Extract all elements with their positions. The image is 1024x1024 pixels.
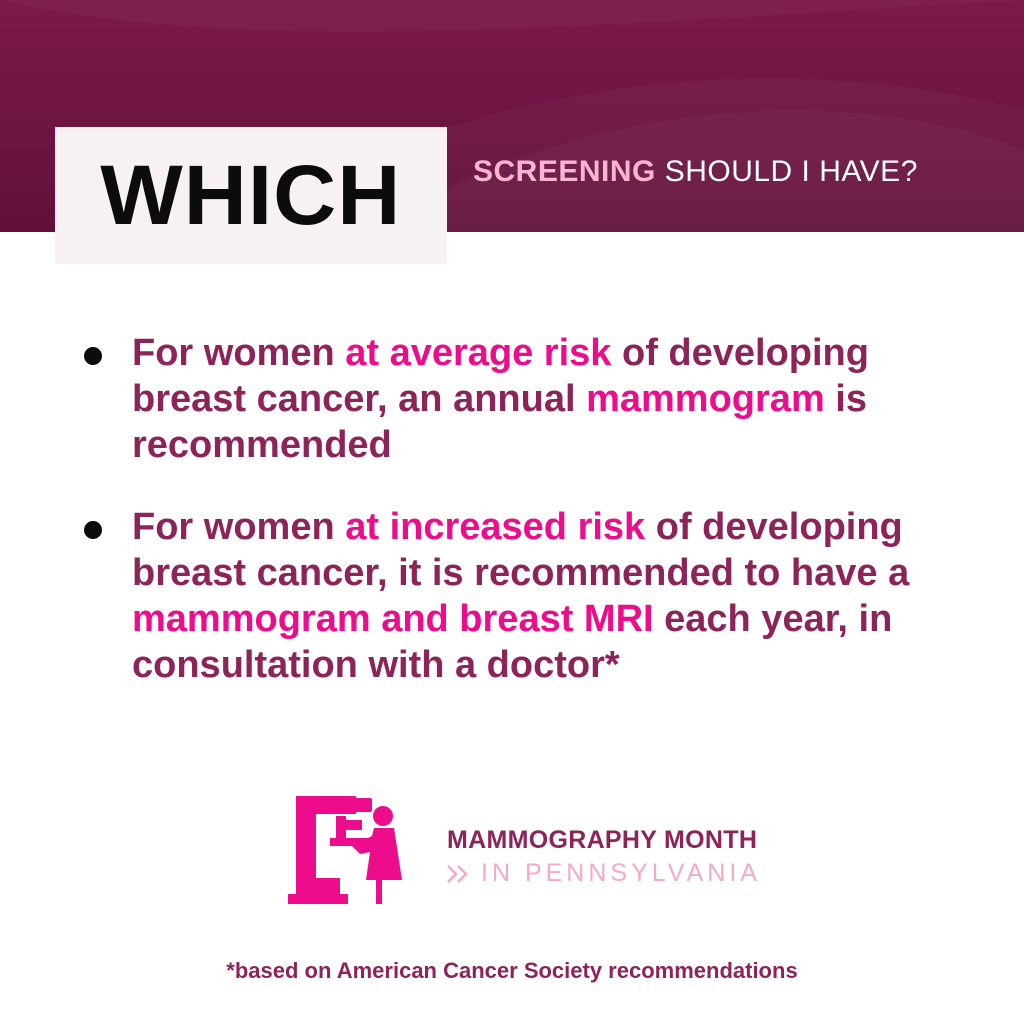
bullet-text: is recommended — [132, 378, 867, 466]
bullet-dot-icon — [84, 521, 102, 539]
bullet-text: For women — [132, 506, 346, 548]
bullet-text: of developing breast cancer, it is recom… — [132, 506, 910, 594]
bullet-dot-icon — [84, 347, 102, 365]
bullet-text: For women — [132, 332, 346, 374]
highlighted-text: mammogram — [586, 378, 825, 420]
header-accent-word: SCREENING — [473, 155, 656, 188]
bullet-list: For women at average risk of developing … — [82, 330, 962, 724]
bullet-item: For women at increased risk of developin… — [82, 504, 962, 688]
bullet-item: For women at average risk of developing … — [82, 330, 962, 468]
highlighted-text: at increased risk — [345, 506, 646, 548]
brand-title: MAMMOGRAPHY MONTH — [447, 826, 758, 854]
mammography-machine-icon — [288, 796, 402, 904]
bullet-text: of developing breast cancer, an annual — [132, 332, 869, 420]
highlighted-text: at average risk — [345, 332, 612, 374]
highlighted-text: mammogram and breast MRI — [132, 598, 654, 640]
double-chevron-icon — [447, 864, 468, 883]
bullet-text: each year, in consultation with a doctor… — [132, 598, 893, 686]
footnote: *based on American Cancer Society recomm… — [226, 958, 798, 983]
header-question: SCREENING SHOULD I HAVE? — [473, 155, 918, 189]
brand-subtitle-row: IN PENNSYLVANIA — [445, 859, 761, 888]
which-label-box: WHICH — [55, 127, 447, 264]
header-question-rest: SHOULD I HAVE? — [655, 155, 918, 188]
which-label: WHICH — [100, 148, 402, 242]
brand-subtitle: IN PENNSYLVANIA — [481, 859, 761, 887]
